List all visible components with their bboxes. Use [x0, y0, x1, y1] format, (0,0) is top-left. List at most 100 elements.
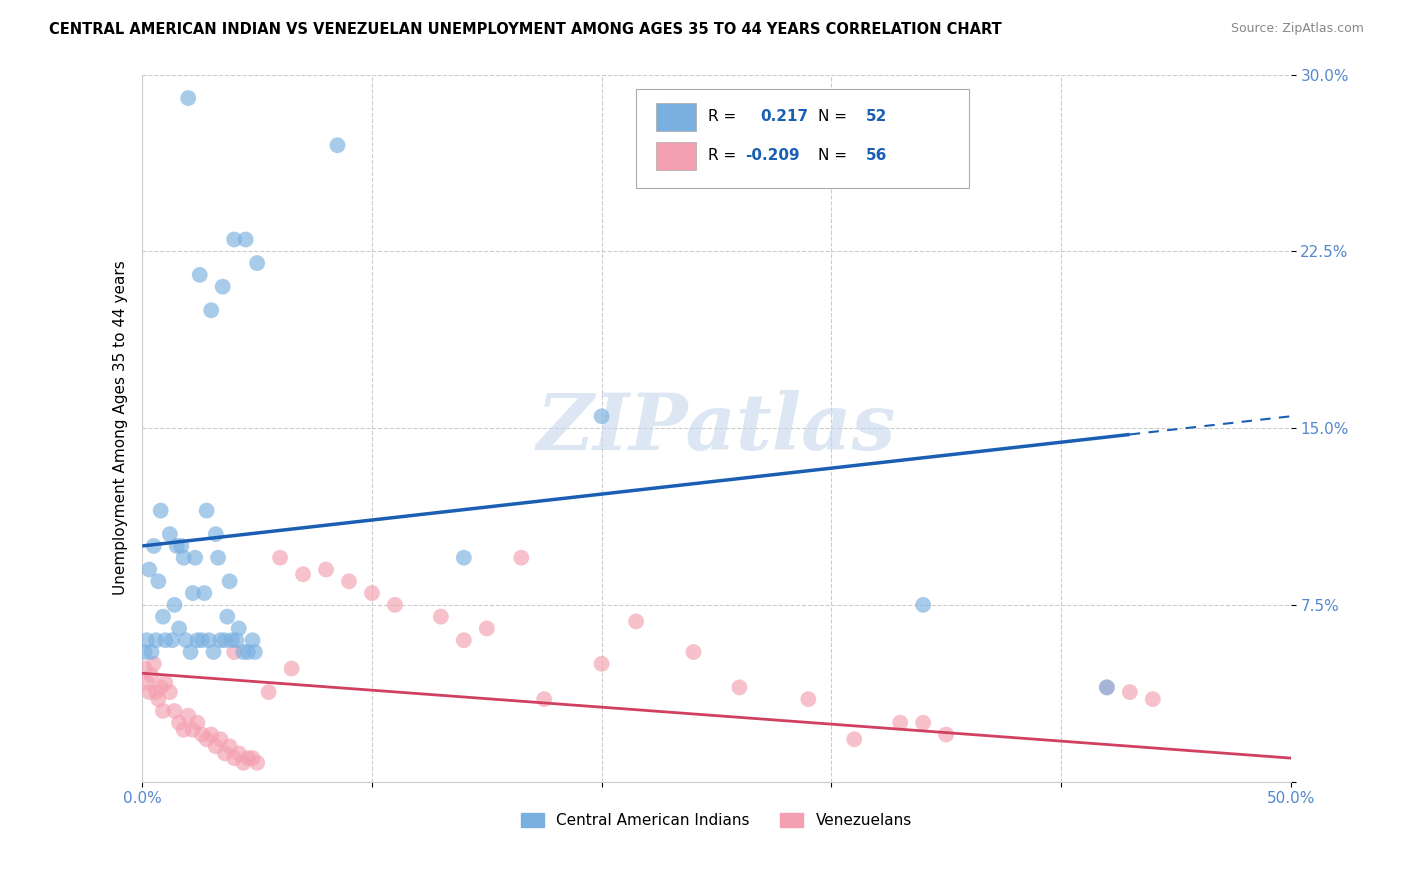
Point — [195, 503, 218, 517]
Point — [232, 645, 254, 659]
Point — [159, 685, 181, 699]
Point — [475, 622, 498, 636]
Point — [191, 633, 214, 648]
Point — [246, 256, 269, 270]
Point — [167, 715, 190, 730]
Point — [204, 739, 226, 754]
Point — [177, 91, 200, 105]
Point — [167, 622, 190, 636]
Point — [236, 645, 259, 659]
Point — [236, 751, 259, 765]
Point — [188, 268, 211, 282]
Point — [912, 598, 935, 612]
Point — [682, 645, 704, 659]
Point — [326, 138, 349, 153]
Point — [453, 633, 475, 648]
Point — [177, 708, 200, 723]
Point — [337, 574, 360, 589]
Text: CENTRAL AMERICAN INDIAN VS VENEZUELAN UNEMPLOYMENT AMONG AGES 35 TO 44 YEARS COR: CENTRAL AMERICAN INDIAN VS VENEZUELAN UN… — [49, 22, 1002, 37]
Point — [163, 704, 186, 718]
Point — [160, 633, 183, 648]
Point — [225, 633, 247, 648]
Point — [218, 574, 240, 589]
Point — [292, 567, 315, 582]
Point — [624, 615, 647, 629]
Point — [180, 645, 202, 659]
Point — [228, 747, 250, 761]
Legend: Central American Indians, Venezuelans: Central American Indians, Venezuelans — [515, 807, 918, 834]
Point — [149, 503, 172, 517]
Text: 56: 56 — [866, 148, 887, 163]
Point — [728, 681, 751, 695]
Point — [142, 539, 165, 553]
Point — [200, 303, 222, 318]
Point — [232, 756, 254, 770]
Point — [148, 574, 170, 589]
Point — [224, 645, 246, 659]
Point — [166, 539, 188, 553]
Point — [246, 756, 269, 770]
Point — [257, 685, 280, 699]
Point — [135, 633, 157, 648]
Point — [170, 539, 193, 553]
Point — [198, 633, 221, 648]
Point — [269, 550, 291, 565]
Point — [145, 633, 167, 648]
Point — [138, 562, 160, 576]
Point — [195, 732, 218, 747]
Point — [209, 732, 232, 747]
Point — [889, 715, 911, 730]
Text: N =: N = — [817, 110, 852, 125]
Point — [797, 692, 820, 706]
Point — [217, 609, 239, 624]
Point — [453, 550, 475, 565]
Point — [228, 622, 250, 636]
Text: 52: 52 — [866, 110, 887, 125]
Point — [152, 609, 174, 624]
Text: R =: R = — [709, 110, 741, 125]
Point — [184, 550, 207, 565]
FancyBboxPatch shape — [655, 103, 696, 131]
Point — [173, 723, 195, 737]
Point — [533, 692, 555, 706]
Point — [207, 550, 229, 565]
Point — [214, 633, 236, 648]
Point — [186, 633, 208, 648]
Point — [591, 657, 613, 671]
Point — [315, 562, 337, 576]
Point — [155, 633, 177, 648]
Point — [142, 657, 165, 671]
Point — [280, 661, 302, 675]
Point — [174, 633, 197, 648]
Point — [159, 527, 181, 541]
Point — [186, 715, 208, 730]
Point — [138, 685, 160, 699]
Point — [221, 633, 243, 648]
Point — [200, 727, 222, 741]
Point — [209, 633, 232, 648]
Point — [181, 723, 204, 737]
Text: ZIPatlas: ZIPatlas — [537, 390, 896, 467]
Point — [155, 675, 177, 690]
Point — [173, 550, 195, 565]
Point — [1119, 685, 1142, 699]
Text: N =: N = — [817, 148, 852, 163]
Point — [148, 692, 170, 706]
Point — [134, 645, 156, 659]
Point — [430, 609, 453, 624]
Point — [141, 668, 163, 682]
FancyBboxPatch shape — [655, 142, 696, 170]
Point — [1142, 692, 1164, 706]
Point — [1095, 681, 1118, 695]
Point — [384, 598, 406, 612]
Point — [935, 727, 957, 741]
Point — [193, 586, 215, 600]
Y-axis label: Unemployment Among Ages 35 to 44 years: Unemployment Among Ages 35 to 44 years — [114, 260, 128, 596]
Point — [243, 645, 266, 659]
Point — [181, 586, 204, 600]
Text: -0.209: -0.209 — [745, 148, 800, 163]
Point — [214, 747, 236, 761]
Text: R =: R = — [709, 148, 741, 163]
Point — [204, 527, 226, 541]
Point — [361, 586, 384, 600]
